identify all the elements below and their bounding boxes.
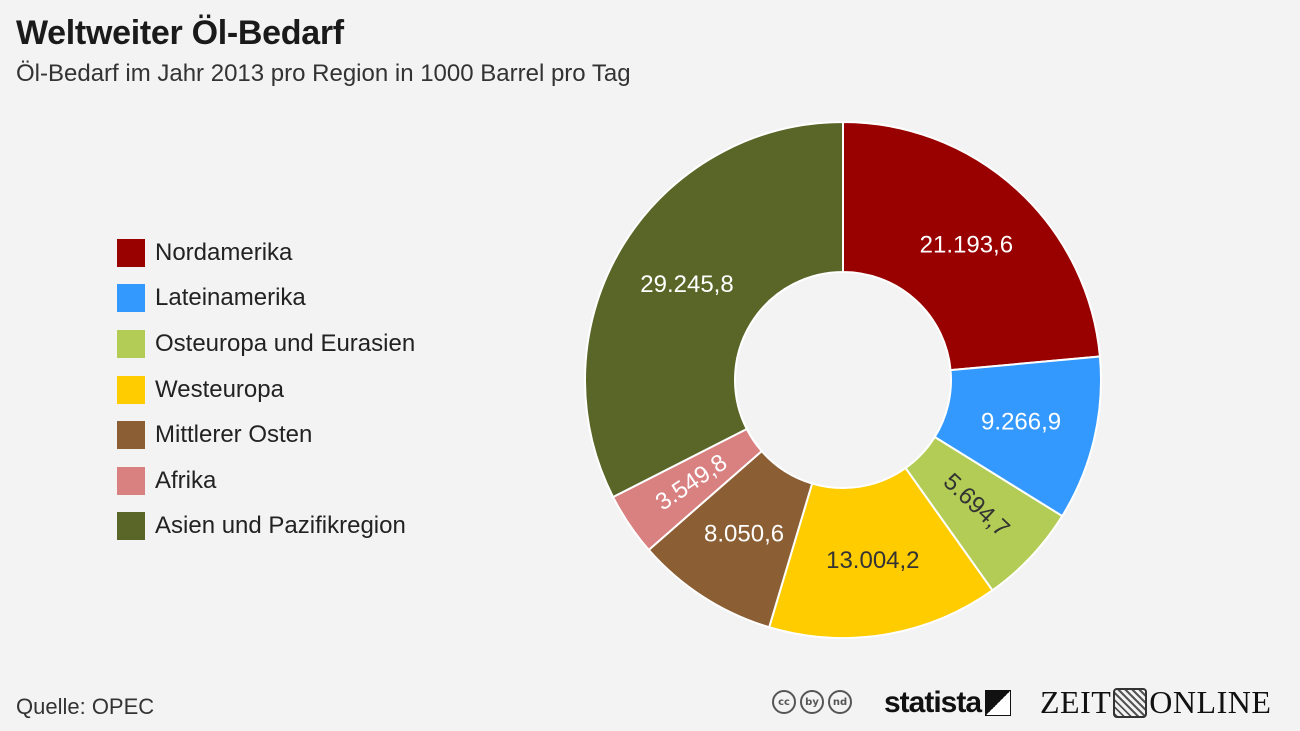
statista-logo: statista bbox=[884, 686, 1012, 720]
legend-label: Asien und Pazifikregion bbox=[155, 512, 406, 540]
legend-swatch bbox=[117, 512, 145, 541]
zeit-wordmark-left: ZEIT bbox=[1040, 684, 1112, 720]
donut-slice bbox=[842, 120, 1102, 372]
legend-item: Lateinamerika bbox=[117, 276, 415, 322]
nd-icon: nd bbox=[828, 690, 852, 714]
legend-swatch bbox=[117, 329, 145, 358]
chart-subtitle: Öl-Bedarf im Jahr 2013 pro Region in 100… bbox=[16, 60, 631, 87]
slice-value-label: 9.266,9 bbox=[981, 409, 1061, 436]
slice-value-label: 21.193,6 bbox=[920, 231, 1013, 258]
legend-item: Mittlerer Osten bbox=[117, 412, 415, 458]
zeit-wordmark-right: ONLINE bbox=[1149, 684, 1272, 720]
legend-label: Osteuropa und Eurasien bbox=[155, 329, 416, 357]
chart-title: Weltweiter Öl-Bedarf bbox=[16, 14, 344, 52]
donut-slice bbox=[584, 120, 844, 499]
legend-label: Mittlerer Osten bbox=[155, 421, 313, 449]
license-icons: cc by nd bbox=[772, 690, 852, 714]
donut-slice bbox=[767, 466, 994, 639]
legend-swatch bbox=[117, 375, 145, 404]
slice-value-label: 8.050,6 bbox=[704, 520, 784, 547]
legend-label: Lateinamerika bbox=[155, 284, 306, 312]
legend-item: Osteuropa und Eurasien bbox=[117, 321, 415, 367]
legend-item: Afrika bbox=[117, 458, 415, 504]
legend-item: Nordamerika bbox=[117, 230, 415, 276]
slice-value-label: 29.245,8 bbox=[640, 271, 733, 298]
legend-swatch bbox=[117, 238, 145, 267]
statista-mark-icon bbox=[985, 690, 1012, 716]
legend-item: Asien und Pazifikregion bbox=[117, 504, 415, 550]
legend-item: Westeuropa bbox=[117, 367, 415, 413]
legend-swatch bbox=[117, 466, 145, 495]
legend: Nordamerika Lateinamerika Osteuropa und Eu… bbox=[117, 230, 415, 549]
slice-value-label: 13.004,2 bbox=[826, 547, 919, 574]
cc-icon: cc bbox=[772, 690, 796, 714]
zeit-online-logo: ZEIT ONLINE bbox=[1040, 684, 1271, 721]
by-icon: by bbox=[800, 690, 824, 714]
source-note: Quelle: OPEC bbox=[16, 694, 155, 719]
legend-label: Nordamerika bbox=[155, 238, 293, 266]
eagle-icon bbox=[1113, 687, 1148, 718]
legend-swatch bbox=[117, 284, 145, 313]
statista-wordmark: statista bbox=[884, 686, 982, 719]
legend-swatch bbox=[117, 421, 145, 450]
legend-label: Westeuropa bbox=[155, 375, 284, 403]
legend-label: Afrika bbox=[155, 466, 217, 494]
